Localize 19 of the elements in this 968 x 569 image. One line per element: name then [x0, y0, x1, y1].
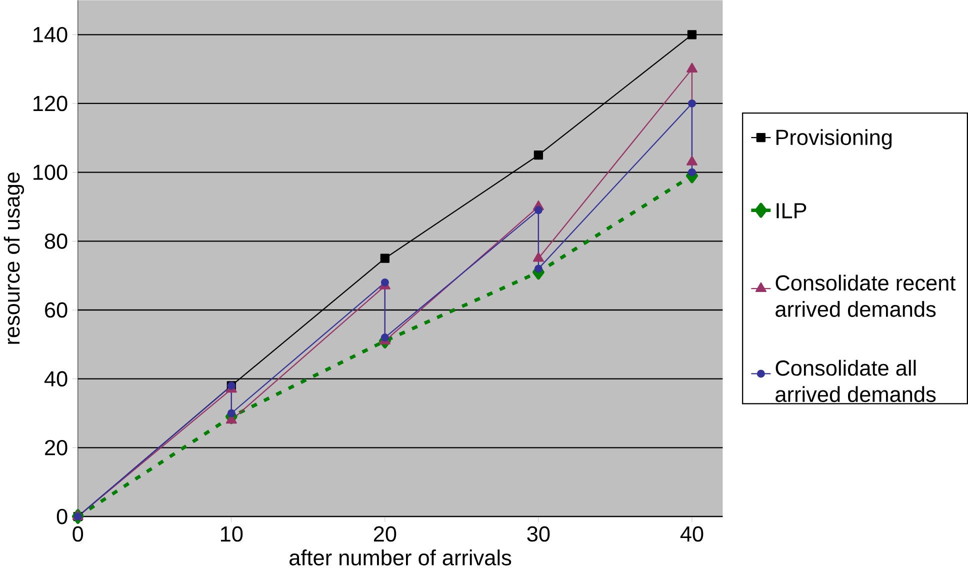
y-tick-label: 40	[44, 371, 68, 386]
y-tick-label: 100	[34, 164, 68, 180]
x-tick-label: 20	[374, 526, 396, 542]
x-axis-title: after number of arrivals	[290, 549, 512, 566]
y-tick-label: 60	[45, 302, 68, 318]
x-tick-label: 0	[72, 526, 84, 542]
y-tick-label: 20	[45, 440, 68, 456]
y-tick-label: 80	[44, 233, 68, 249]
legend-label: Consolidate all arrived demands	[776, 360, 936, 402]
x-tick-label: 30	[527, 526, 550, 542]
x-tick-label: 10	[220, 526, 243, 542]
y-tick-label: 120	[34, 96, 68, 112]
legend-label: Consolidate recent arrived demands	[776, 274, 956, 317]
y-tick-label: 0	[56, 508, 68, 524]
legend-label: ILP	[776, 203, 806, 218]
legend-label: Provisioning	[776, 129, 892, 150]
x-tick-label: 40	[680, 526, 704, 542]
y-axis-title: resource of usage	[4, 172, 24, 344]
y-tick-label: 140	[34, 26, 68, 42]
